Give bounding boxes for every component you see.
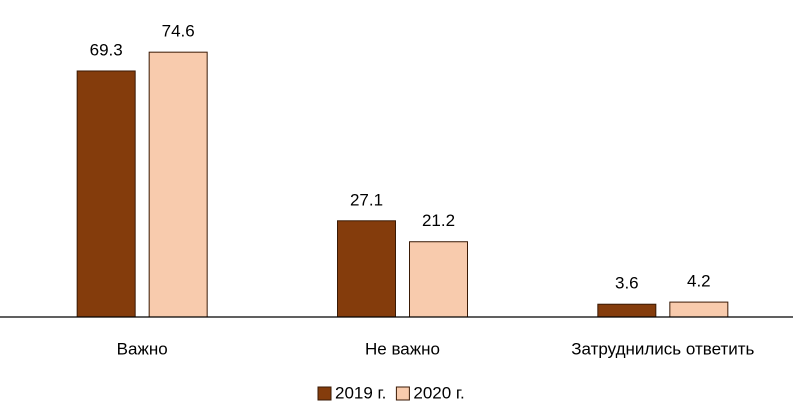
data-label: 21.2 [422,211,455,230]
x-tick-label: Не важно [365,339,440,358]
bar [76,70,136,318]
legend-label: 2020 г. [413,383,464,402]
legend-swatch [395,386,410,401]
legend-swatch [317,386,332,401]
bar [409,241,468,318]
bar [669,301,729,318]
x-tick-label: Затруднились ответить [571,339,754,358]
bar [597,303,657,318]
bar [148,51,208,318]
legend-label: 2019 г. [335,383,386,402]
x-tick-label: Важно [117,339,168,358]
data-label: 4.2 [687,272,711,291]
data-label: 69.3 [90,40,123,59]
bar [337,220,396,318]
data-label: 3.6 [615,274,639,293]
data-label: 74.6 [162,22,195,41]
data-label: 27.1 [350,190,383,209]
